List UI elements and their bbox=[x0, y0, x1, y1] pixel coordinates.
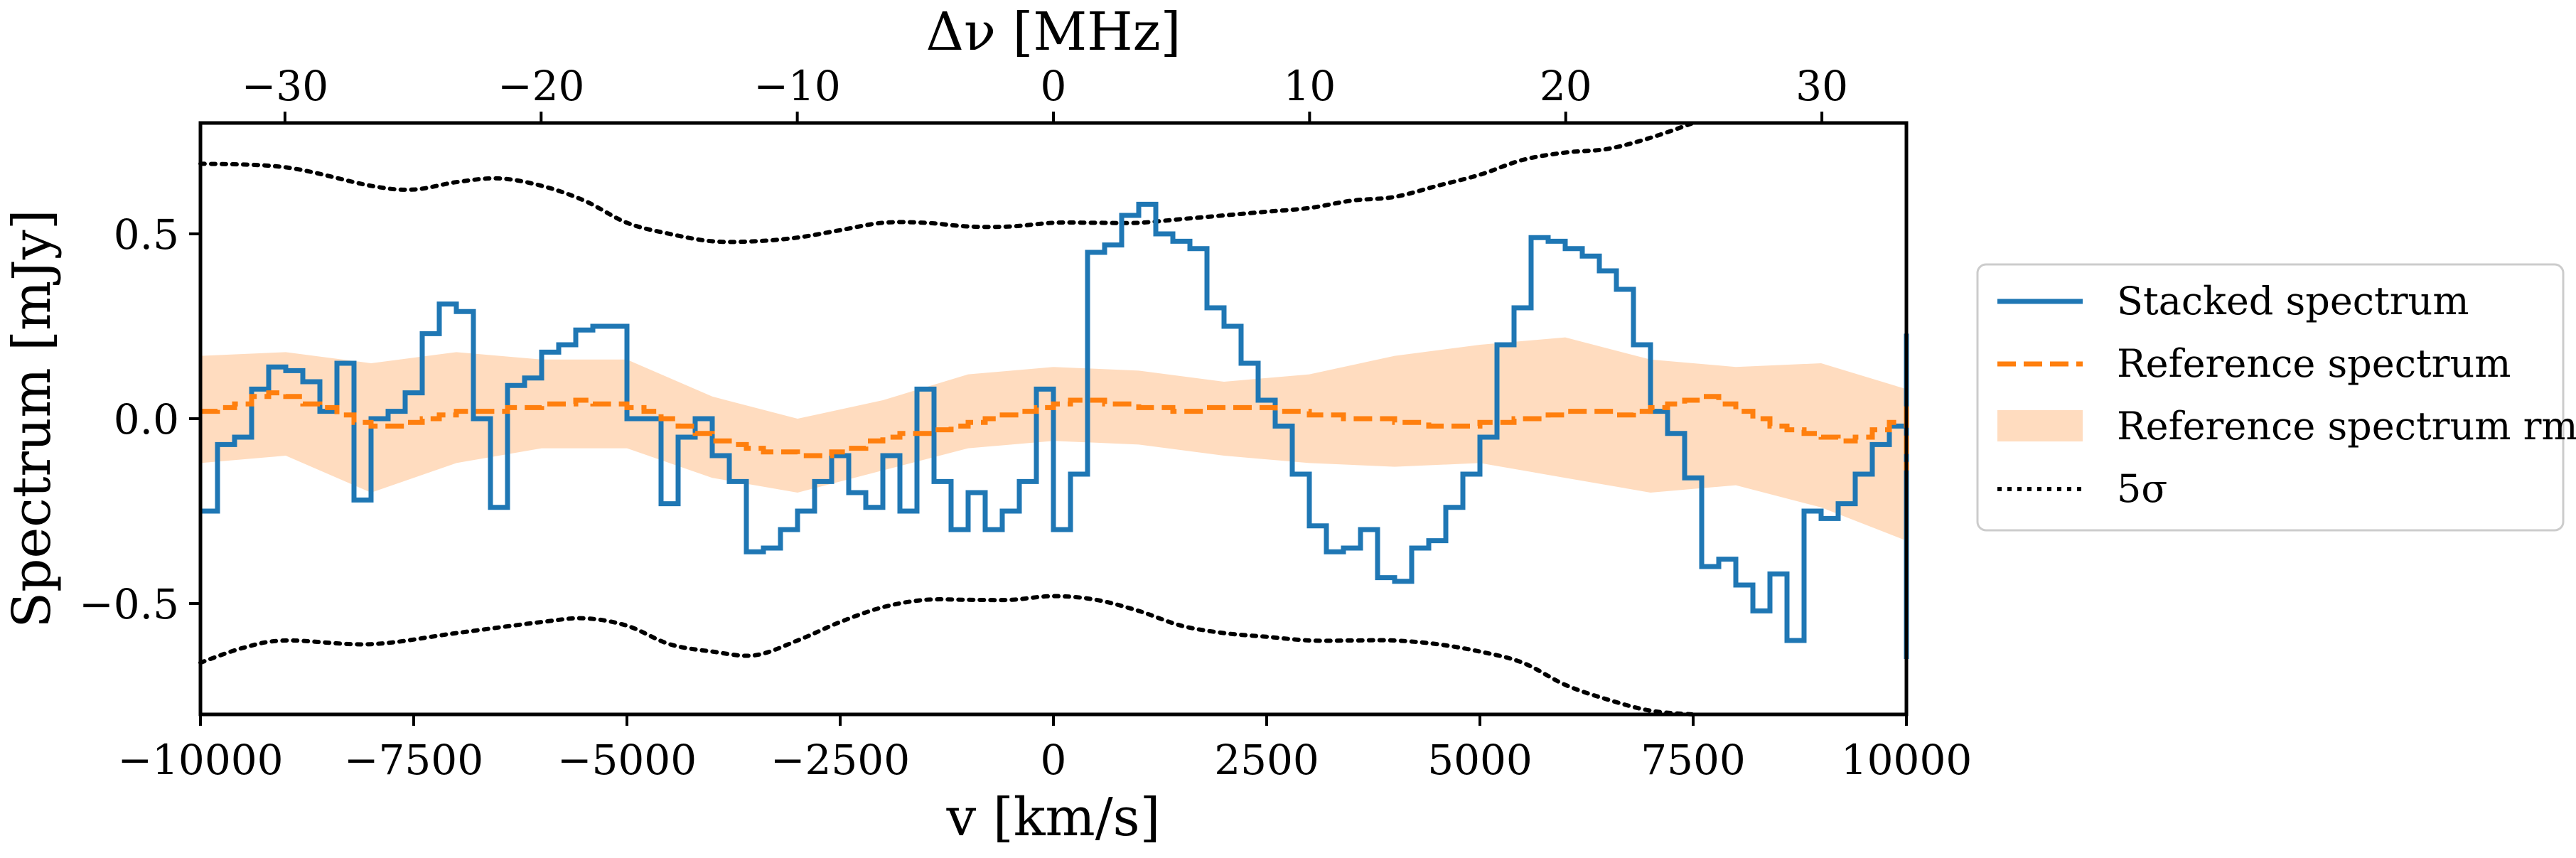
legend-label-5sigma: 5σ bbox=[2117, 466, 2167, 511]
top-tick-label: 0 bbox=[1041, 62, 1067, 110]
top-axis-title: Δν [MHz] bbox=[926, 1, 1181, 63]
legend-box bbox=[1976, 263, 2565, 532]
top-tick-label: −30 bbox=[242, 62, 328, 110]
x-tick-label: 5000 bbox=[1427, 736, 1533, 784]
legend-swatch-rms bbox=[1997, 410, 2083, 441]
y-tick-label: 0.0 bbox=[114, 395, 179, 444]
x-tick-label: −10000 bbox=[117, 736, 283, 784]
five-sigma-upper-line bbox=[198, 121, 1695, 245]
x-tick-label: 2500 bbox=[1214, 736, 1319, 784]
x-tick-label: 0 bbox=[1041, 736, 1067, 784]
y-tick-label: 0.5 bbox=[114, 210, 179, 259]
legend: Stacked spectrum Reference spectrum Refe… bbox=[1976, 263, 2576, 532]
x-axis-title: v [km/s] bbox=[946, 787, 1161, 848]
top-tick-label: 20 bbox=[1540, 62, 1592, 110]
stacked-spectrum-line bbox=[200, 201, 1909, 659]
top-tick-label: 30 bbox=[1796, 62, 1848, 110]
x-tick-label: 10000 bbox=[1841, 736, 1973, 784]
legend-label-rms: Reference spectrum rms bbox=[2117, 404, 2576, 449]
x-tick-label: 7500 bbox=[1641, 736, 1746, 784]
five-sigma-lower-line bbox=[198, 594, 1695, 717]
reference-spectrum-line bbox=[200, 390, 1909, 471]
x-tick-label: −7500 bbox=[344, 736, 483, 784]
y-axis-title: Spectrum [mJy] bbox=[1, 209, 63, 628]
top-tick-label: 10 bbox=[1283, 62, 1336, 110]
top-tick-label: −20 bbox=[498, 62, 584, 110]
x-tick-label: −2500 bbox=[771, 736, 910, 784]
series-layer bbox=[198, 121, 1909, 717]
legend-label-reference: Reference spectrum bbox=[2117, 341, 2511, 386]
legend-label-stacked: Stacked spectrum bbox=[2117, 279, 2469, 323]
x-tick-label: −5000 bbox=[557, 736, 697, 784]
top-tick-label: −10 bbox=[753, 62, 840, 110]
ticks-layer: −10000 −7500 −5000 −2500 0 2500 5000 7500 10000 −… bbox=[79, 62, 1972, 784]
y-tick-label: −0.5 bbox=[79, 580, 179, 628]
